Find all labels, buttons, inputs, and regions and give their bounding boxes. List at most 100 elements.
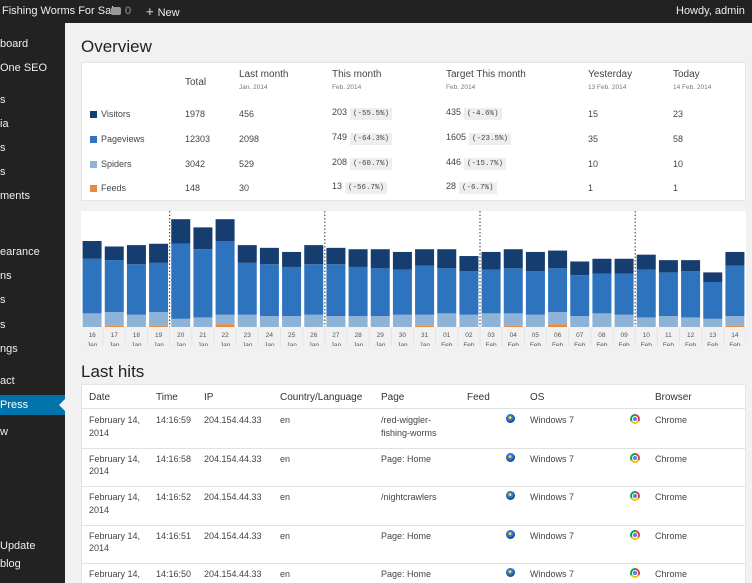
x-tick-month: Jan [264,342,275,346]
bar-segment-visitors [658,260,678,273]
bar-segment-spiders [392,314,412,327]
bar-segment-feeds [104,325,124,327]
hit-page[interactable]: Page: Home [381,453,432,464]
sidebar-item-media[interactable]: ia [0,118,9,130]
bar-segment-spiders [459,314,479,327]
bar-segment-pageviews [459,271,479,315]
sidebar-item-pages[interactable]: s [0,142,6,154]
th-date: Date [89,392,111,403]
pageviews-total: 12303 [185,134,211,144]
x-tick-month: Jan [309,342,320,346]
x-tick-month: Feb [552,342,564,346]
bar-segment-visitors [614,258,634,274]
hit-browser: Chrome [655,415,688,425]
spiders-target: 446 (-15.7%) [446,157,507,170]
admin-bar: Fishing Worms For Sale 0 + New Howdy, adm… [0,0,752,23]
bar-segment-feeds [415,325,435,327]
sidebar-item-comments[interactable]: ments [0,190,30,202]
site-name-link[interactable]: Fishing Worms For Sale [2,5,120,17]
hit-ip[interactable]: 204.154.44.33 [204,415,262,425]
hit-page[interactable]: Page: Home [381,530,432,541]
visitors-total: 1978 [185,109,206,119]
bar-segment-pageviews [415,265,435,315]
sidebar-item-forms[interactable]: s [0,166,6,178]
spiders-last-month: 529 [239,159,255,169]
sidebar-item-blog[interactable]: blog [0,558,21,570]
hit-ip[interactable]: 204.154.44.33 [204,492,262,502]
windows-icon [506,414,515,423]
x-tick-day: 13 [709,332,717,339]
sidebar-item-users[interactable]: s [0,294,6,306]
x-tick-month: Jan [242,342,253,346]
bar-segment-spiders [570,316,590,327]
sidebar-item-plugins[interactable]: ns [0,270,12,282]
bar-segment-feeds [548,324,568,327]
windows-icon [506,491,515,500]
admin-sidebar: board One SEO s ia s s ments earance ns … [0,23,65,583]
pct-badge: (-23.5%) [469,133,512,145]
bar-segment-spiders [237,314,257,327]
sidebar-item-tools[interactable]: s [0,319,6,331]
bar-segment-visitors [703,272,723,282]
hit-ip[interactable]: 204.154.44.33 [204,530,262,541]
hit-date: February 14,2014 [89,569,141,583]
bar-segment-visitors [392,251,412,270]
col-last-month: Last month Jan. 2014 [239,69,289,91]
chrome-icon [630,414,640,424]
comments-count: 0 [125,5,132,17]
x-tick-day: 09 [620,332,628,339]
x-tick-day: 17 [111,332,119,339]
bar-segment-visitors [503,249,523,269]
sidebar-item-posts[interactable]: s [0,94,6,106]
bar-segment-pageviews [82,258,102,314]
hit-ip[interactable]: 204.154.44.33 [204,569,262,579]
bar-segment-spiders [614,314,634,327]
plus-icon: + [146,4,154,19]
legend-swatch [90,161,97,168]
hit-os: Windows 7 [530,569,575,579]
sidebar-item-update[interactable]: Update [0,540,36,552]
account-menu[interactable]: Howdy, admin [676,0,752,23]
bar-segment-pageviews [592,273,612,314]
pct-badge: (-15.7%) [464,158,507,170]
sidebar-item-slimstat[interactable]: Press [0,395,65,415]
x-tick-day: 06 [554,332,562,339]
bar-segment-visitors [304,245,324,265]
x-tick-month: Jan [397,342,408,346]
spiders-total: 3042 [185,159,206,169]
hit-page[interactable]: /red-wiggler-fishing-worms [381,415,437,438]
hit-page[interactable]: /nightcrawlers [381,492,437,502]
visitors-this-month: 203 (-55.5%) [332,107,393,120]
x-tick-day: 24 [266,332,274,339]
bar-segment-spiders [703,318,723,327]
x-tick-day: 04 [510,332,518,339]
visitors-target: 435 (-4.6%) [446,107,502,120]
bar-segment-visitors [259,247,279,265]
comments-link[interactable]: 0 [111,0,131,23]
hit-ip[interactable]: 204.154.44.33 [204,453,262,464]
x-tick-day: 26 [310,332,318,339]
x-tick-day: 28 [354,332,362,339]
new-content-link[interactable]: + New [146,0,180,23]
legend-swatch [90,185,97,192]
row-label-visitors: Visitors [90,109,130,119]
sidebar-item-overview[interactable]: w [0,426,8,438]
chrome-icon [630,568,640,578]
bar-segment-pageviews [703,281,723,319]
sidebar-item-all-in-one-seo[interactable]: One SEO [0,62,48,74]
sidebar-item-appearance[interactable]: earance [0,246,40,258]
x-tick-day: 18 [133,332,141,339]
hit-page[interactable]: Page: Home [381,569,432,579]
sidebar-item-contact[interactable]: act [0,375,15,387]
bar-segment-spiders [481,313,501,327]
sidebar-item-dashboard[interactable]: board [0,38,29,50]
bar-segment-visitors [171,219,191,244]
feeds-this-month: 13 (-56.7%) [332,181,388,194]
bar-segment-visitors [149,243,169,263]
bar-segment-pageviews [326,264,346,317]
row-label-pageviews: Pageviews [90,134,145,144]
x-tick-month: Feb [685,342,697,346]
col-target-this-month: Target This month Feb. 2014 [446,69,526,91]
bar-segment-pageviews [259,264,279,317]
sidebar-item-settings[interactable]: ngs [0,343,18,355]
